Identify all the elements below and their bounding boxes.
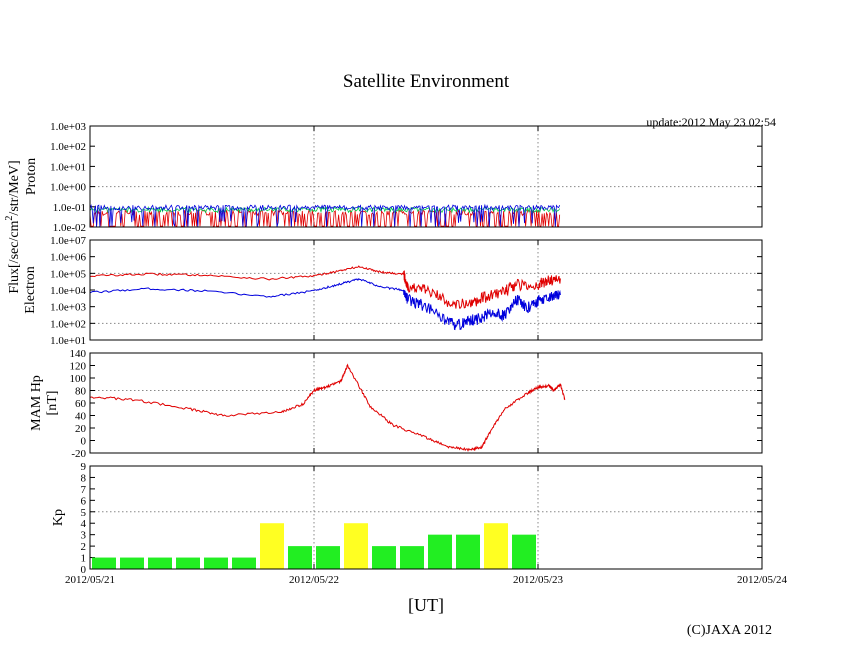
- kp-bar: [288, 546, 312, 569]
- kp-bar: [484, 523, 508, 569]
- kp-bar: [92, 557, 116, 569]
- mam-hp-panel-frame: [89, 352, 763, 454]
- kp-bar: [512, 534, 536, 569]
- series-electron-blue: [89, 277, 561, 331]
- mam-hp-unit-label: [nT]: [45, 391, 60, 416]
- kp-bar: [400, 546, 424, 569]
- x-tick-label: 2012/05/21: [65, 574, 115, 586]
- kp-bar: [316, 546, 340, 569]
- series-proton-green: [89, 205, 561, 214]
- series-proton-blue: [89, 203, 561, 228]
- mam-hp-ytick-label: 140: [70, 348, 87, 360]
- electron-ytick-label: 1.0e+03: [50, 302, 86, 314]
- kp-bar: [176, 557, 200, 569]
- electron-ytick-label: 1.0e+02: [50, 318, 86, 330]
- electron-ytick-label: 1.0e+05: [50, 268, 86, 280]
- kp-bar: [148, 557, 172, 569]
- kp-bar: [204, 557, 228, 569]
- kp-bar: [428, 534, 452, 569]
- x-tick-label: 2012/05/24: [737, 574, 788, 586]
- kp-ytick-label: 9: [81, 461, 87, 473]
- proton-ytick-label: 1.0e+02: [50, 141, 86, 153]
- mam-hp-ytick-label: 80: [75, 386, 87, 398]
- electron-ytick-label: 1.0e+07: [50, 235, 86, 247]
- proton-axis-label: Proton: [24, 158, 39, 195]
- series-hp-red: [89, 363, 566, 452]
- mam-hp-ytick-label: 0: [81, 436, 87, 448]
- electron-ytick-label: 1.0e+01: [50, 335, 86, 347]
- electron-axis-label: Electron: [23, 266, 38, 313]
- update-timestamp: update:2012 May 23 02:54: [646, 115, 776, 129]
- kp-bar: [372, 546, 396, 569]
- kp-ytick-label: 4: [81, 518, 87, 530]
- mam-hp-ytick-label: -20: [71, 448, 86, 460]
- mam-hp-ytick-label: 100: [70, 373, 87, 385]
- flux-axis-label: Flux[/sec/cm2/str/MeV]: [4, 160, 22, 293]
- kp-bar: [120, 557, 144, 569]
- kp-panel-frame: [89, 465, 763, 570]
- proton-ytick-label: 1.0e+01: [50, 161, 86, 173]
- series-electron-red: [89, 265, 561, 309]
- x-tick-label: 2012/05/23: [513, 574, 564, 586]
- proton-ytick-label: 1.0e+00: [50, 182, 86, 194]
- kp-ytick-label: 8: [81, 472, 87, 484]
- proton-ytick-label: 1.0e-01: [53, 202, 86, 214]
- kp-ytick-label: 3: [81, 530, 87, 542]
- series-proton-red: [89, 209, 561, 227]
- mam-hp-ytick-label: 40: [75, 411, 87, 423]
- copyright: (C)JAXA 2012: [687, 623, 772, 638]
- kp-bar: [456, 534, 480, 569]
- mam-hp-ytick-label: 120: [70, 361, 87, 373]
- x-tick-label: 2012/05/22: [289, 574, 339, 586]
- electron-ytick-label: 1.0e+04: [50, 285, 86, 297]
- x-axis-label: [UT]: [408, 595, 444, 615]
- kp-ytick-label: 5: [81, 507, 87, 519]
- proton-ytick-label: 1.0e-02: [53, 222, 86, 234]
- mam-hp-ytick-label: 20: [75, 423, 87, 435]
- electron-ytick-label: 1.0e+06: [50, 252, 86, 264]
- electron-panel-frame: [89, 239, 763, 341]
- kp-ytick-label: 7: [81, 484, 87, 496]
- kp-bar: [260, 523, 284, 569]
- mam-hp-ytick-label: 60: [75, 398, 87, 410]
- kp-bar: [232, 557, 256, 569]
- proton-ytick-label: 1.0e+03: [50, 121, 86, 133]
- kp-ytick-label: 1: [81, 553, 87, 565]
- kp-axis-label: Kp: [51, 509, 66, 526]
- kp-ytick-label: 2: [81, 541, 87, 553]
- kp-ytick-label: 6: [81, 495, 87, 507]
- chart-title: Satellite Environment: [343, 71, 510, 92]
- mam-hp-axis-label: MAM Hp: [29, 375, 44, 431]
- kp-bar: [344, 523, 368, 569]
- kp-ytick-label: 0: [81, 564, 87, 576]
- proton-panel-frame: [89, 125, 763, 228]
